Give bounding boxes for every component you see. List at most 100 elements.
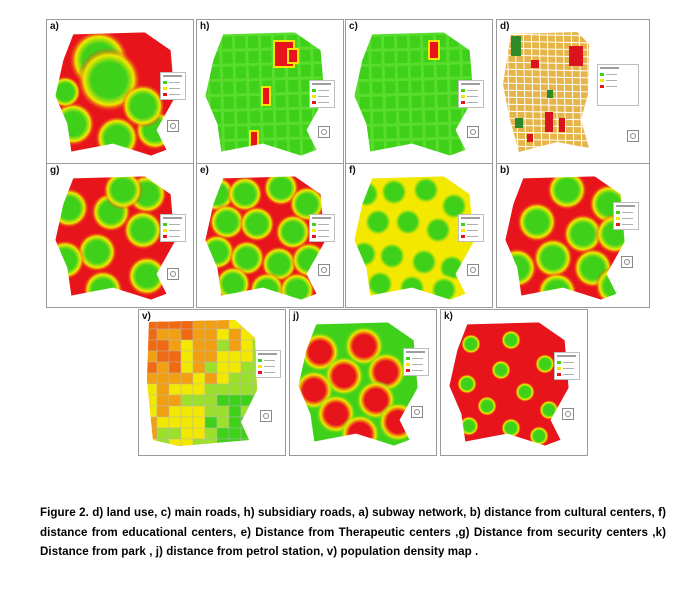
density-zone (192, 405, 206, 418)
map-legend (309, 214, 335, 242)
distance-buffer (55, 240, 85, 280)
density-zone (228, 372, 242, 385)
density-zone (168, 383, 182, 396)
legend-title-line (557, 355, 576, 357)
distance-buffer (535, 354, 555, 374)
road-buffer (205, 32, 213, 156)
study-area-outline (54, 175, 176, 301)
legend-label-line (318, 102, 329, 103)
legend-label-line (318, 236, 329, 237)
density-zone (252, 372, 257, 385)
map-panel-b: b) (496, 163, 650, 308)
density-zone (240, 361, 254, 374)
distance-buffer (55, 76, 81, 108)
density-zone (240, 339, 254, 352)
street (503, 103, 589, 107)
distance-buffer (595, 214, 625, 254)
density-zone (180, 438, 194, 446)
density-zone (147, 350, 158, 363)
density-zone (147, 427, 158, 440)
density-zone (192, 339, 206, 352)
distance-buffer (539, 400, 559, 420)
panel-label-f: f) (349, 165, 356, 176)
density-zone (156, 438, 170, 446)
legend-title-line (163, 217, 182, 219)
legend-label-line (264, 366, 275, 367)
legend-swatch (557, 367, 561, 370)
density-zone (252, 320, 257, 330)
density-zone (204, 383, 218, 396)
red-parcel (545, 112, 553, 132)
distance-buffer (227, 176, 263, 212)
map-panel-e: e) (196, 163, 344, 308)
density-zone (180, 405, 194, 418)
density-zone (204, 320, 218, 330)
density-zone (180, 320, 194, 330)
distance-buffer (422, 214, 454, 246)
density-zone (216, 427, 230, 440)
green-parcel (547, 90, 553, 98)
density-zone (240, 383, 254, 396)
distance-buffer (408, 246, 440, 278)
north-arrow-icon (467, 264, 479, 276)
density-zone (192, 372, 206, 385)
density-zone (216, 405, 230, 418)
legend-swatch (557, 361, 561, 364)
distance-buffer (515, 382, 535, 402)
legend-swatch (600, 85, 604, 88)
panel-label-v: v) (142, 311, 151, 322)
distance-buffer (410, 176, 442, 206)
map-legend (597, 64, 639, 106)
legend-swatch (163, 87, 167, 90)
map-panel-j: j) (289, 309, 437, 456)
legend-title-line (258, 353, 277, 355)
legend-label-line (318, 224, 329, 225)
legend-swatch (312, 101, 316, 104)
density-zone (240, 416, 254, 429)
density-zone (192, 427, 206, 440)
density-zone (204, 427, 218, 440)
map-legend (160, 72, 186, 100)
green-parcel (515, 118, 523, 128)
legend-label-line (467, 230, 478, 231)
legend-label-line (318, 90, 329, 91)
density-zone (168, 320, 182, 330)
density-zone (228, 361, 242, 374)
legend-label-line (622, 212, 633, 213)
distance-buffer (77, 232, 117, 272)
density-zone (156, 328, 170, 341)
distance-map-h (204, 31, 326, 157)
density-zone (156, 339, 170, 352)
density-zone (216, 361, 230, 374)
distance-buffer (263, 176, 299, 206)
density-zone (192, 416, 206, 429)
density-zone (180, 372, 194, 385)
density-zone (228, 339, 242, 352)
map-legend (458, 214, 484, 242)
distance-buffer (533, 238, 573, 278)
street (503, 131, 589, 135)
legend-label-line (318, 96, 329, 97)
street (586, 32, 589, 152)
map-panel-f: f) (345, 163, 493, 308)
green-parcel (511, 36, 521, 56)
distance-buffer (209, 204, 245, 240)
legend-title-line (406, 351, 425, 353)
map-legend (613, 202, 639, 230)
legend-label-line (467, 102, 478, 103)
density-zone (156, 405, 170, 418)
legend-swatch (406, 363, 410, 366)
distance-buffer (501, 418, 521, 438)
density-zone (240, 438, 254, 446)
density-zone (228, 416, 242, 429)
density-zone (204, 328, 218, 341)
road-buffer-high (430, 42, 438, 58)
map-legend (403, 348, 429, 376)
map-panel-v: v) (138, 309, 286, 456)
density-zone (240, 394, 254, 407)
distance-buffer (364, 268, 396, 300)
distance-map-e (204, 175, 326, 301)
legend-label-line (169, 230, 180, 231)
map-surface (505, 176, 625, 300)
density-zone (147, 372, 158, 385)
